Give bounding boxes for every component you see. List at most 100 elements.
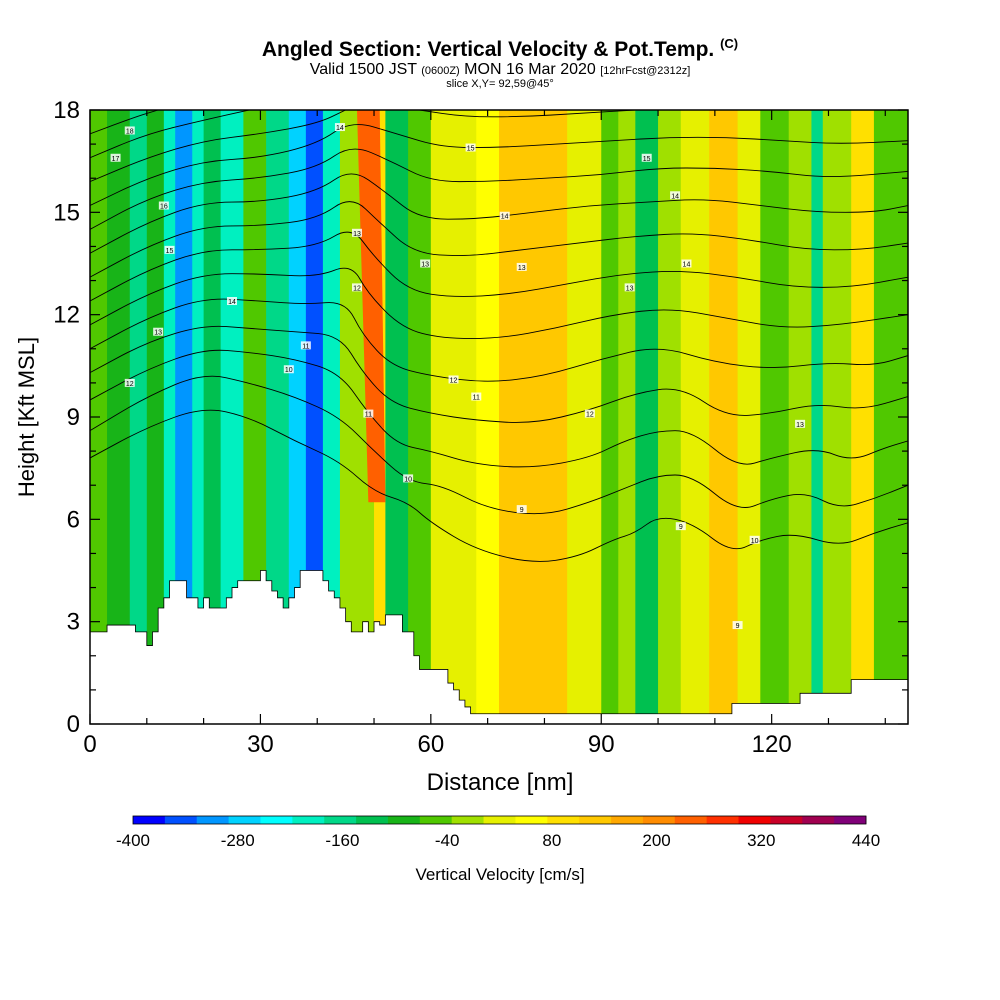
contour-labels: 18 17 16 15 14 13 12 11 10 14 13 12 11 10 13 12 11 15 14 13… bbox=[110, 123, 806, 630]
colorbar-swatch bbox=[451, 816, 484, 824]
colorbar-swatch bbox=[611, 816, 644, 824]
contour-label-bg bbox=[110, 153, 121, 162]
colorbar-swatch bbox=[324, 816, 357, 824]
contour-label-text: 12 bbox=[126, 381, 134, 388]
colorbar-swatch bbox=[387, 816, 421, 824]
contour-label-bg bbox=[164, 245, 175, 254]
terrain bbox=[90, 570, 908, 724]
colorbar-swatch bbox=[834, 816, 867, 824]
colorbar-swatch bbox=[228, 816, 261, 824]
contour-label-bg bbox=[351, 283, 362, 292]
velocity-column bbox=[129, 110, 148, 724]
colorbar-swatch bbox=[292, 816, 325, 824]
contour-label: 11 bbox=[363, 409, 374, 419]
contour-label-text: 15 bbox=[643, 156, 651, 163]
contour-label-bg bbox=[749, 535, 760, 544]
valid-time: Valid 1500 JST bbox=[309, 61, 417, 78]
x-tick-label: 90 bbox=[588, 731, 615, 758]
contour-label-bg bbox=[351, 228, 362, 237]
colorbar-swatch bbox=[738, 816, 771, 824]
contour-label: 17 bbox=[110, 153, 121, 163]
colorbar-tick-label: -160 bbox=[325, 831, 359, 850]
contour-label: 12 bbox=[584, 409, 595, 419]
x-axis: 0 30 60 90 120 bbox=[83, 110, 886, 758]
velocity-column bbox=[760, 110, 790, 724]
velocity-column bbox=[788, 110, 812, 724]
contour-label-bg bbox=[584, 409, 595, 418]
velocity-column bbox=[203, 110, 222, 724]
y-tick-label: 18 bbox=[53, 97, 80, 124]
contour-label: 12 bbox=[351, 283, 362, 292]
velocity-column bbox=[476, 110, 500, 724]
contour-label-text: 14 bbox=[501, 214, 509, 221]
contour-label-text: 17 bbox=[112, 156, 120, 163]
velocity-column bbox=[811, 110, 824, 724]
isentrope-line bbox=[90, 201, 908, 278]
colorbar-tick-label: 440 bbox=[852, 831, 880, 850]
isentrope-line bbox=[90, 124, 908, 206]
contour-label-text: 10 bbox=[285, 367, 293, 374]
contour-label-bg bbox=[641, 153, 652, 162]
contour-label-bg bbox=[448, 375, 459, 384]
colorbar-swatch bbox=[706, 816, 739, 824]
velocity-column bbox=[220, 110, 244, 724]
contour-label-bg bbox=[670, 191, 681, 200]
contour-label-text: 10 bbox=[404, 476, 412, 483]
slice-label: slice X,Y= 92,59@45° bbox=[446, 78, 554, 90]
contour-label-text: 11 bbox=[302, 343, 309, 350]
colorbar-tick-label: 320 bbox=[747, 831, 775, 850]
contour-label-bg bbox=[675, 522, 686, 531]
contour-label-text: 14 bbox=[671, 193, 679, 200]
y-tick-label: 6 bbox=[67, 506, 80, 533]
colorbar-frame bbox=[132, 815, 867, 825]
y-tick-label: 3 bbox=[67, 609, 80, 636]
contour-label: 12 bbox=[448, 375, 459, 384]
isentrope-line bbox=[90, 349, 908, 468]
colorbar-swatch bbox=[547, 816, 580, 824]
y-axis-label: Height [Kft MSL] bbox=[14, 337, 39, 497]
colorbar-tick-label: -280 bbox=[221, 831, 255, 850]
contour-label: 11 bbox=[300, 341, 311, 350]
contour-label-bg bbox=[516, 505, 527, 514]
colorbar-swatch bbox=[515, 816, 548, 824]
velocity-column bbox=[567, 110, 602, 724]
valid-date: MON 16 Mar 2020 bbox=[464, 61, 596, 78]
contour-label: 13 bbox=[516, 262, 527, 272]
contour-label: 13 bbox=[795, 419, 806, 429]
isentrope-line bbox=[90, 325, 908, 423]
isentrope-line bbox=[90, 148, 908, 230]
contour-label: 16 bbox=[158, 201, 169, 211]
contour-label-bg bbox=[420, 259, 431, 268]
contour-label-bg bbox=[124, 126, 135, 135]
contour-label-text: 11 bbox=[365, 412, 372, 419]
contour-label-text: 9 bbox=[736, 623, 740, 630]
chart-title: Angled Section: Vertical Velocity & Pot.… bbox=[261, 36, 739, 61]
colorbar-tick-label: 80 bbox=[542, 831, 561, 850]
isentrope-line bbox=[90, 267, 908, 339]
contour-label-text: 13 bbox=[796, 422, 804, 429]
contour-label-text: 13 bbox=[626, 285, 634, 292]
colorbar: -400 -280 -160 -40 80 200 320 440 bbox=[116, 815, 880, 850]
isentrope-line bbox=[419, 110, 636, 118]
contour-label-text: 14 bbox=[336, 125, 344, 132]
colorbar-label: Vertical Velocity [cm/s] bbox=[415, 865, 584, 884]
colorbar-tick-label: -400 bbox=[116, 831, 150, 850]
contour-label-text: 13 bbox=[518, 265, 526, 272]
velocity-column bbox=[266, 110, 290, 724]
colorbar-swatch bbox=[770, 816, 803, 824]
contour-label-bg bbox=[403, 474, 414, 483]
contour-label-bg bbox=[681, 259, 692, 268]
velocity-column bbox=[635, 110, 659, 724]
y-axis: 0 3 6 9 12 15 18 bbox=[53, 97, 908, 738]
velocity-column bbox=[192, 110, 205, 724]
contour-label-text: 13 bbox=[421, 262, 429, 269]
contour-label-bg bbox=[732, 621, 743, 630]
velocity-column bbox=[499, 110, 568, 724]
contour-label: 14 bbox=[670, 191, 681, 200]
colorbar-swatch bbox=[419, 816, 453, 824]
contour-label-bg bbox=[124, 378, 135, 387]
contour-label-text: 16 bbox=[160, 204, 168, 211]
velocity-column bbox=[658, 110, 682, 724]
contour-label: 18 bbox=[124, 126, 135, 135]
contour-label: 14 bbox=[681, 259, 692, 269]
